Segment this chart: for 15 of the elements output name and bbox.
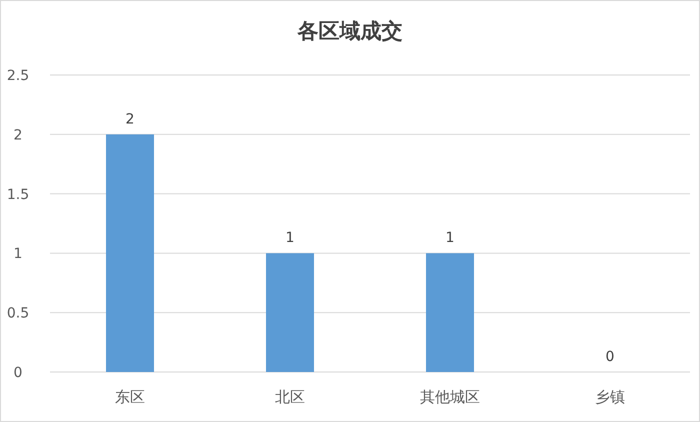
y-tick-label: 2.5 — [6, 68, 30, 84]
y-tick-label: 1 — [14, 246, 22, 262]
x-tick-label: 东区 — [115, 388, 145, 406]
x-tick-label: 乡镇 — [595, 388, 625, 406]
x-tick-label: 其他城区 — [420, 388, 480, 406]
data-label: 1 — [446, 230, 454, 246]
chart-title: 各区域成交 — [296, 19, 402, 43]
x-tick-label: 北区 — [275, 388, 305, 406]
y-tick-label: 0.5 — [6, 306, 30, 322]
data-label: 0 — [606, 349, 614, 365]
y-tick-label: 1.5 — [6, 186, 30, 203]
data-label: 2 — [126, 111, 134, 128]
y-tick-label: 2 — [14, 127, 22, 144]
data-label: 1 — [286, 230, 294, 246]
y-tick-label: 0 — [14, 365, 22, 381]
